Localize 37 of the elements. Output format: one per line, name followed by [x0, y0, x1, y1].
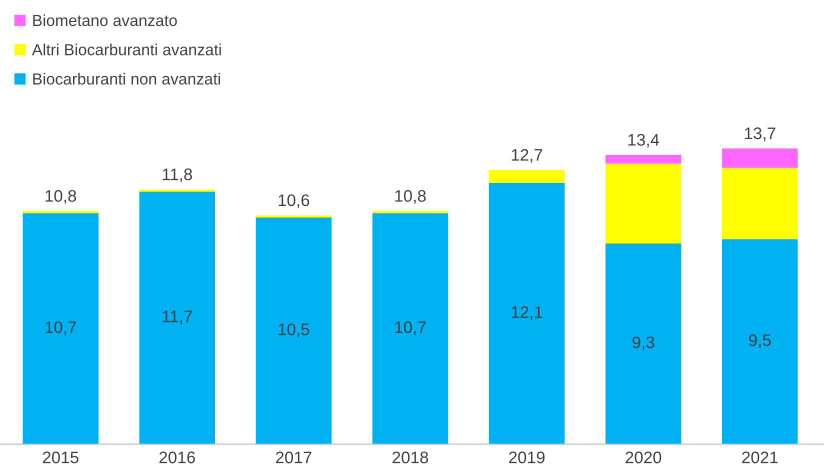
data-label: 10,5	[278, 323, 310, 338]
total-label: 11,8	[162, 168, 192, 182]
total-label: 10,8	[395, 190, 426, 204]
x-tick-label: 2015	[42, 452, 78, 464]
data-label: 12,1	[512, 306, 542, 320]
bar	[605, 154, 682, 164]
total-label: 12,7	[512, 149, 542, 163]
x-tick-label: 2017	[276, 452, 312, 464]
total-label: 13,4	[628, 134, 660, 148]
legend-label: Biometano avanzato	[33, 14, 177, 26]
total-label: 13,7	[744, 127, 776, 142]
bar	[722, 168, 798, 240]
data-label: 11,7	[162, 310, 192, 324]
x-tick-label: 2019	[509, 452, 545, 464]
bar	[722, 239, 798, 444]
bar	[139, 192, 216, 444]
bar	[722, 148, 798, 168]
bar	[488, 170, 565, 183]
total-label: 10,8	[46, 190, 76, 204]
bar	[605, 164, 682, 244]
bar	[605, 243, 682, 444]
bar	[139, 189, 216, 192]
x-tick-label: 2016	[159, 452, 195, 464]
bar	[488, 182, 565, 444]
legend-label: Biocarburanti non avanzati	[33, 72, 220, 85]
data-label: 9,5	[749, 334, 771, 348]
x-tick-label: 2021	[742, 452, 778, 464]
bar	[372, 213, 448, 444]
total-label: 10,6	[278, 194, 310, 208]
data-label: 10,7	[46, 321, 76, 336]
x-tick-label: 2018	[392, 452, 428, 464]
data-label: 10,7	[395, 321, 426, 336]
bar	[256, 218, 332, 444]
bar	[22, 213, 98, 444]
x-tick-label: 2020	[626, 452, 662, 464]
legend-label: Altri Biocarburanti avanzati	[32, 44, 221, 56]
data-label: 9,3	[632, 336, 654, 350]
